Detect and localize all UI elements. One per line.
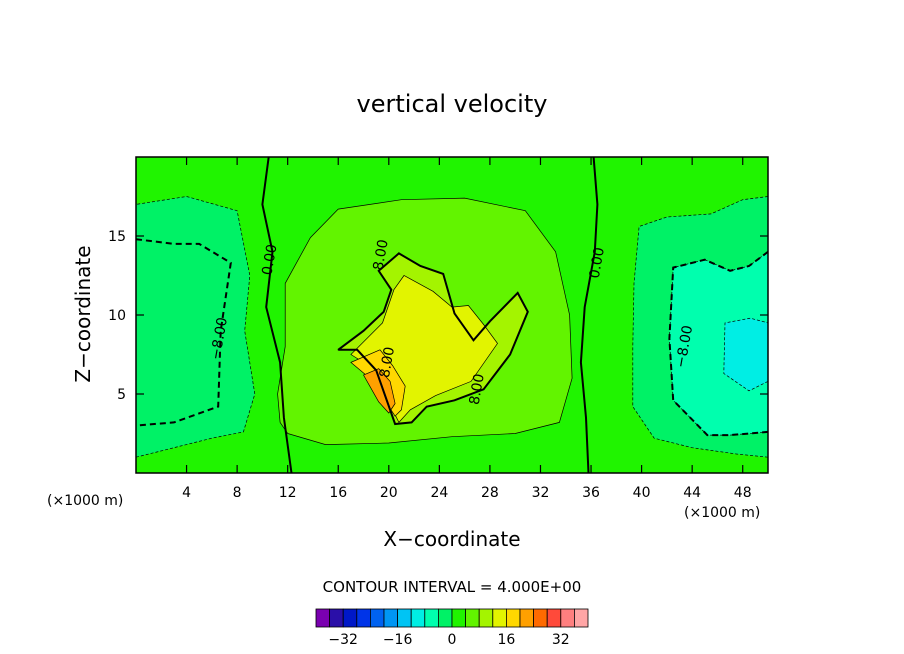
y-tick-label: 5 bbox=[117, 387, 126, 403]
x-tick-label: 40 bbox=[633, 485, 651, 501]
contour-label: 0.00 bbox=[259, 243, 280, 276]
x-tick-label: 4 bbox=[182, 485, 191, 501]
x-tick-label: 16 bbox=[329, 485, 347, 501]
x-tick-label: 24 bbox=[430, 485, 448, 501]
x-tick-label: 32 bbox=[532, 485, 550, 501]
x-tick-label: 48 bbox=[734, 485, 752, 501]
contour-label: 8.00 bbox=[467, 373, 488, 406]
colorbar-tick-label: 16 bbox=[497, 632, 515, 648]
colorbar-swatch bbox=[465, 608, 480, 628]
contour-region bbox=[136, 196, 256, 458]
colorbar-swatch bbox=[410, 608, 426, 628]
contour-label: −8.00 bbox=[208, 316, 231, 361]
colorbar-swatch bbox=[329, 608, 344, 628]
colorbar-swatch bbox=[546, 608, 562, 628]
x-tick-label: 20 bbox=[380, 485, 398, 501]
contour-line bbox=[668, 250, 768, 437]
contour-label: 8.00 bbox=[377, 346, 398, 379]
colorbar-swatch bbox=[424, 608, 439, 628]
y-axis-label: Z−coordinate bbox=[71, 245, 95, 382]
contour-line bbox=[136, 238, 232, 427]
colorbar-swatch bbox=[356, 608, 371, 628]
x-tick-label: 36 bbox=[582, 485, 600, 501]
colorbar-swatch bbox=[533, 608, 548, 628]
colorbar-swatch bbox=[397, 608, 412, 628]
colorbar-swatch bbox=[369, 608, 385, 628]
contour-label: 0.00 bbox=[587, 246, 608, 279]
y-tick-label: 10 bbox=[108, 308, 126, 324]
colorbar-swatch bbox=[315, 608, 331, 628]
colorbar-swatch bbox=[437, 608, 453, 628]
colorbar-swatch bbox=[492, 608, 507, 628]
x-axis-label: X−coordinate bbox=[383, 527, 520, 551]
y-tick-label: 15 bbox=[108, 229, 126, 245]
contour-label: 8.00 bbox=[371, 238, 392, 271]
contour-line bbox=[261, 157, 293, 473]
x-tick-label: 28 bbox=[481, 485, 499, 501]
colorbar-tick-label: 32 bbox=[552, 632, 570, 648]
contour-label: −8.00 bbox=[673, 324, 696, 369]
contour-line bbox=[579, 157, 599, 473]
colorbar-tick-label: 0 bbox=[448, 632, 457, 648]
contour-line bbox=[337, 252, 529, 426]
colorbar-swatch bbox=[519, 608, 535, 628]
colorbar-tick-label: −16 bbox=[383, 632, 413, 648]
x-unit-label-left: (×1000 m) bbox=[47, 493, 123, 509]
colorbar-swatch bbox=[451, 608, 467, 628]
colorbar-swatch bbox=[505, 608, 521, 628]
x-tick-label: 44 bbox=[683, 485, 701, 501]
x-tick-label: 12 bbox=[279, 485, 297, 501]
contour-region bbox=[723, 317, 768, 392]
colorbar-swatch bbox=[574, 608, 589, 628]
contour-interval-label: CONTOUR INTERVAL = 4.000E+00 bbox=[323, 578, 582, 596]
chart-title: vertical velocity bbox=[357, 90, 548, 118]
x-tick-label: 8 bbox=[233, 485, 242, 501]
colorbar-tick-label: −32 bbox=[328, 632, 358, 648]
colorbar-swatch bbox=[342, 608, 358, 628]
colorbar-swatch bbox=[478, 608, 494, 628]
x-unit-label-right: (×1000 m) bbox=[684, 505, 760, 521]
colorbar-swatch bbox=[560, 608, 575, 628]
colorbar-swatch bbox=[383, 608, 399, 628]
